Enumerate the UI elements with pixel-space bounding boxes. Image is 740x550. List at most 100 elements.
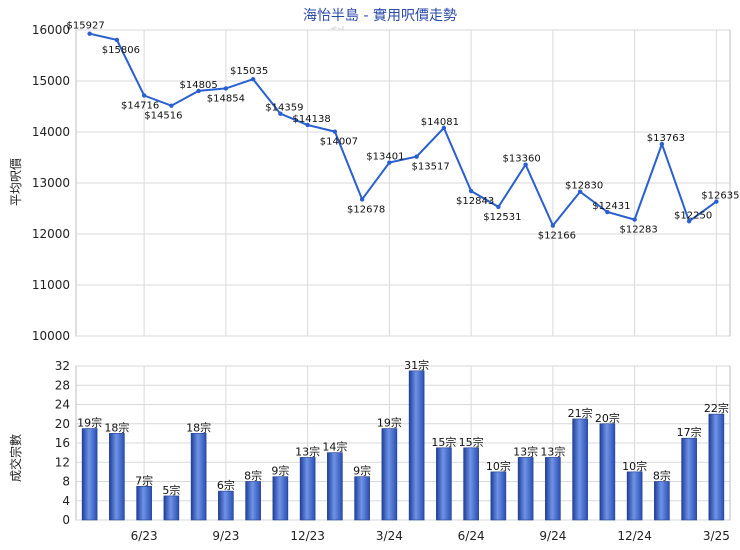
bar-data-label: 31宗 [404,358,429,372]
line-data-point [169,103,174,108]
line-chart: 10000 11000 12000 13000 14000 15000 16000$1592… [32,21,740,343]
bar-data-label: 19宗 [77,416,102,430]
bar [572,418,588,521]
bar [327,452,343,521]
line-data-point [223,86,229,91]
bar-data-label: 19宗 [377,416,402,430]
bar-data-label: 15宗 [431,435,456,449]
line-data-label: $12250 [674,210,712,221]
line-data-point [141,93,147,98]
bar [109,433,125,521]
line-data-label: $14854 [207,93,245,104]
bar-data-label: 18宗 [186,420,211,434]
line-data-label: $14138 [293,114,331,125]
bar-ytick-label: 24 [55,398,70,412]
line-data-point [305,122,310,128]
line-data-label: $13517 [412,162,450,173]
bar-data-label: 22宗 [704,401,729,415]
bar [136,486,152,521]
line-data-point [468,188,474,194]
line-data-point [686,219,692,224]
bar-xtick-label: 9/23 [212,529,239,543]
bar-data-label: 20宗 [595,411,620,425]
line-data-point [87,31,92,36]
bar-ytick-label: 20 [55,417,70,431]
line-data-label: $12166 [538,231,576,242]
line-data-point [577,189,583,194]
bar-data-label: 10宗 [486,459,511,473]
bar-chart-ylabel: 成交宗數 [8,434,23,482]
line-ytick-label: 12000 [32,227,70,241]
bar-xtick-label: 9/24 [539,529,566,543]
line-data-point [550,223,556,228]
bar [408,370,425,521]
line-data-label: $13360 [503,154,541,165]
bar-xtick-label: 3/24 [376,529,403,543]
bar-ytick-label: 32 [55,359,70,373]
bar [218,490,234,521]
line-data-point [605,209,610,215]
bar [245,481,261,521]
bar-data-label: 9宗 [271,464,289,478]
bar [681,437,697,521]
bar-ytick-label: 28 [55,378,70,392]
bar-data-label: 8宗 [653,469,671,483]
bar-xtick-label: 3/25 [703,529,730,543]
bar-ytick-label: 8 [62,475,70,489]
line-data-point [496,204,501,210]
line-data-label: $14805 [180,80,218,91]
line-data-point [278,111,283,116]
line-data-label: $14007 [320,137,358,148]
bar [190,433,207,521]
line-data-label: $14716 [121,100,159,111]
bar-data-label: 5宗 [162,483,180,497]
bar-ytick-label: 4 [62,494,70,508]
bar-data-label: 6宗 [217,478,235,492]
line-data-label: $12531 [483,212,521,223]
bar [626,471,643,521]
bar-data-label: 15宗 [459,435,484,449]
line-data-point [359,197,365,202]
bar-data-label: 13宗 [540,444,565,458]
bar-xtick-label: 6/23 [131,529,158,543]
line-data-point [523,162,528,167]
bar-data-label: 8宗 [244,469,262,483]
line-data-point [714,199,719,204]
line-ytick-label: 16000 [32,23,70,37]
line-ytick-label: 14000 [32,125,70,139]
bar [545,457,561,521]
bar [708,413,725,521]
line-data-point [659,141,665,147]
line-data-label: $13763 [647,133,685,144]
bar [463,447,479,521]
bar [163,495,180,521]
bar-data-label: 21宗 [568,406,593,420]
line-data-point [332,129,338,134]
line-chart-ylabel: 平均呎價 [9,158,23,206]
bar-xtick-label: 12/24 [617,529,652,543]
bar [654,481,670,521]
bar-data-label: 18宗 [104,420,129,434]
bar [272,476,289,521]
line-data-point [196,88,201,94]
line-data-label: $12283 [620,225,658,236]
line-data-label: $12431 [592,201,630,212]
bar-data-label: 10宗 [622,459,647,473]
bar [436,447,452,521]
line-data-label: $14081 [421,117,459,128]
bar-data-label: 14宗 [322,440,347,454]
line-data-label: $14516 [144,111,182,122]
line-data-label: $12843 [456,196,494,207]
bar-ytick-label: 12 [55,455,70,469]
bar-chart: 0 4 8 12 16 20 24 28 32 6/23 9/23 12/23 3/24 6/24 9/24… [55,358,731,543]
bar-ytick-label: 16 [55,436,70,450]
line-data-point [632,217,637,222]
line-data-label: $12635 [701,191,739,202]
bar-xtick-label: 6/24 [458,529,485,543]
line-ytick-label: 15000 [32,74,70,88]
line-data-point [414,154,419,159]
bar-data-label: 9宗 [353,464,371,478]
bar [517,457,534,521]
line-data-point [387,160,392,165]
line-data-point [114,37,120,43]
